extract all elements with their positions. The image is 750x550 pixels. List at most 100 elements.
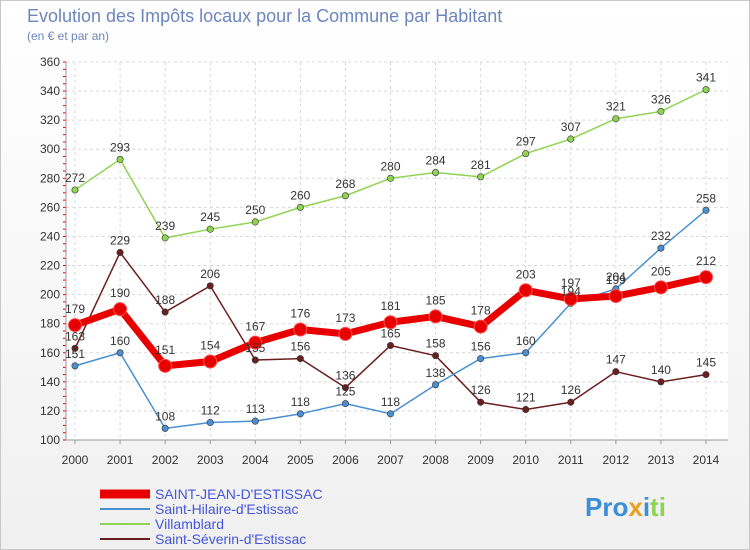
chart-title: Evolution des Impôts locaux pour la Comm… <box>27 6 502 26</box>
x-tick-label: 2010 <box>512 453 539 467</box>
data-label: 118 <box>381 395 400 409</box>
data-label: 297 <box>516 135 536 149</box>
data-label: 190 <box>110 286 130 300</box>
data-point <box>341 400 349 408</box>
data-label: 281 <box>471 158 491 172</box>
data-point <box>293 322 308 337</box>
data-label: 272 <box>65 171 85 185</box>
data-label: 232 <box>651 229 671 243</box>
data-label: 176 <box>290 307 310 321</box>
data-point <box>341 384 349 392</box>
data-label: 156 <box>290 340 310 354</box>
data-point <box>296 410 304 418</box>
data-label: 280 <box>380 159 400 173</box>
data-label: 321 <box>606 100 626 114</box>
x-tick-label: 2008 <box>422 453 449 467</box>
data-point <box>206 282 214 290</box>
y-tick-label: 260 <box>40 200 60 214</box>
data-point <box>71 344 79 352</box>
data-label: 181 <box>380 299 400 313</box>
logo-part-3: i <box>643 492 650 522</box>
data-point <box>432 381 440 389</box>
data-label: 258 <box>696 191 716 205</box>
data-point <box>296 355 304 363</box>
data-label: 245 <box>200 210 220 224</box>
data-point <box>341 192 349 200</box>
data-label: 108 <box>155 409 175 423</box>
y-tick-label: 180 <box>40 317 60 331</box>
plot-area <box>66 62 728 440</box>
data-point <box>477 173 485 181</box>
data-label: 229 <box>110 233 130 247</box>
legend: SAINT-JEAN-D'ESTISSACSaint-Hilaire-d'Est… <box>100 486 323 547</box>
data-point <box>71 186 79 194</box>
y-tick-label: 240 <box>40 229 60 243</box>
x-tick-label: 2001 <box>107 453 134 467</box>
y-tick-label: 360 <box>40 55 60 69</box>
data-label: 197 <box>561 276 581 290</box>
data-label: 160 <box>110 334 130 348</box>
data-label: 112 <box>201 404 220 418</box>
legend-label: Saint-Hilaire-d'Estissac <box>155 501 299 517</box>
data-point <box>116 349 124 357</box>
data-point <box>612 368 620 376</box>
data-point <box>251 417 259 425</box>
data-point <box>657 107 665 115</box>
axes: 100 120 140 160 180 200 220 240 260 280 300 320 340 3… <box>40 55 728 467</box>
data-label: 179 <box>65 302 85 316</box>
logo-part-2: x <box>628 492 643 522</box>
data-point <box>251 218 259 226</box>
data-point <box>653 280 668 295</box>
y-tick-label: 160 <box>40 346 60 360</box>
data-point <box>71 362 79 370</box>
data-label: 136 <box>335 369 355 383</box>
y-tick-label: 280 <box>40 171 60 185</box>
data-labels: 163 229 188 206 155 156 136 165 158 126 121 126 147 1… <box>65 71 716 424</box>
data-point <box>522 405 530 413</box>
data-point <box>113 302 128 317</box>
data-label: 151 <box>155 343 175 357</box>
data-label: 158 <box>426 337 446 351</box>
data-point <box>296 203 304 211</box>
data-label: 307 <box>561 120 581 134</box>
data-point <box>338 326 353 341</box>
data-label: 151 <box>65 347 85 361</box>
data-label: 118 <box>291 395 310 409</box>
y-tick-label: 120 <box>40 404 60 418</box>
data-point <box>68 318 82 333</box>
data-point <box>203 354 218 369</box>
data-label: 205 <box>651 264 671 278</box>
data-label: 160 <box>516 334 536 348</box>
data-point <box>657 244 665 252</box>
data-point <box>116 248 124 256</box>
x-tick-label: 2005 <box>287 453 314 467</box>
data-point <box>657 378 665 386</box>
data-point <box>699 270 713 285</box>
data-label: 199 <box>606 273 626 287</box>
legend-label: Saint-Séverin-d'Estissac <box>155 531 306 547</box>
data-label: 156 <box>471 340 491 354</box>
data-label: 113 <box>246 402 265 416</box>
logo-part-1: Pro <box>585 492 628 522</box>
data-label: 126 <box>561 383 581 397</box>
x-tick-label: 2000 <box>62 453 89 467</box>
proxiti-logo: Proxiti <box>585 492 666 522</box>
data-label: 185 <box>426 293 446 307</box>
y-tick-label: 220 <box>40 259 60 273</box>
legend-label: Villamblard <box>155 516 224 532</box>
data-label: 239 <box>155 219 175 233</box>
data-point <box>386 174 394 182</box>
x-tick-label: 2009 <box>467 453 494 467</box>
data-point <box>386 341 394 349</box>
data-label: 167 <box>245 320 265 334</box>
x-tick-label: 2011 <box>558 453 584 467</box>
data-point <box>432 352 440 360</box>
data-point <box>158 358 173 373</box>
data-label: 138 <box>426 366 446 380</box>
data-label: 203 <box>516 267 536 281</box>
data-point <box>383 315 398 330</box>
data-label: 194 <box>561 284 581 298</box>
grid <box>66 61 728 441</box>
data-point <box>477 398 485 406</box>
